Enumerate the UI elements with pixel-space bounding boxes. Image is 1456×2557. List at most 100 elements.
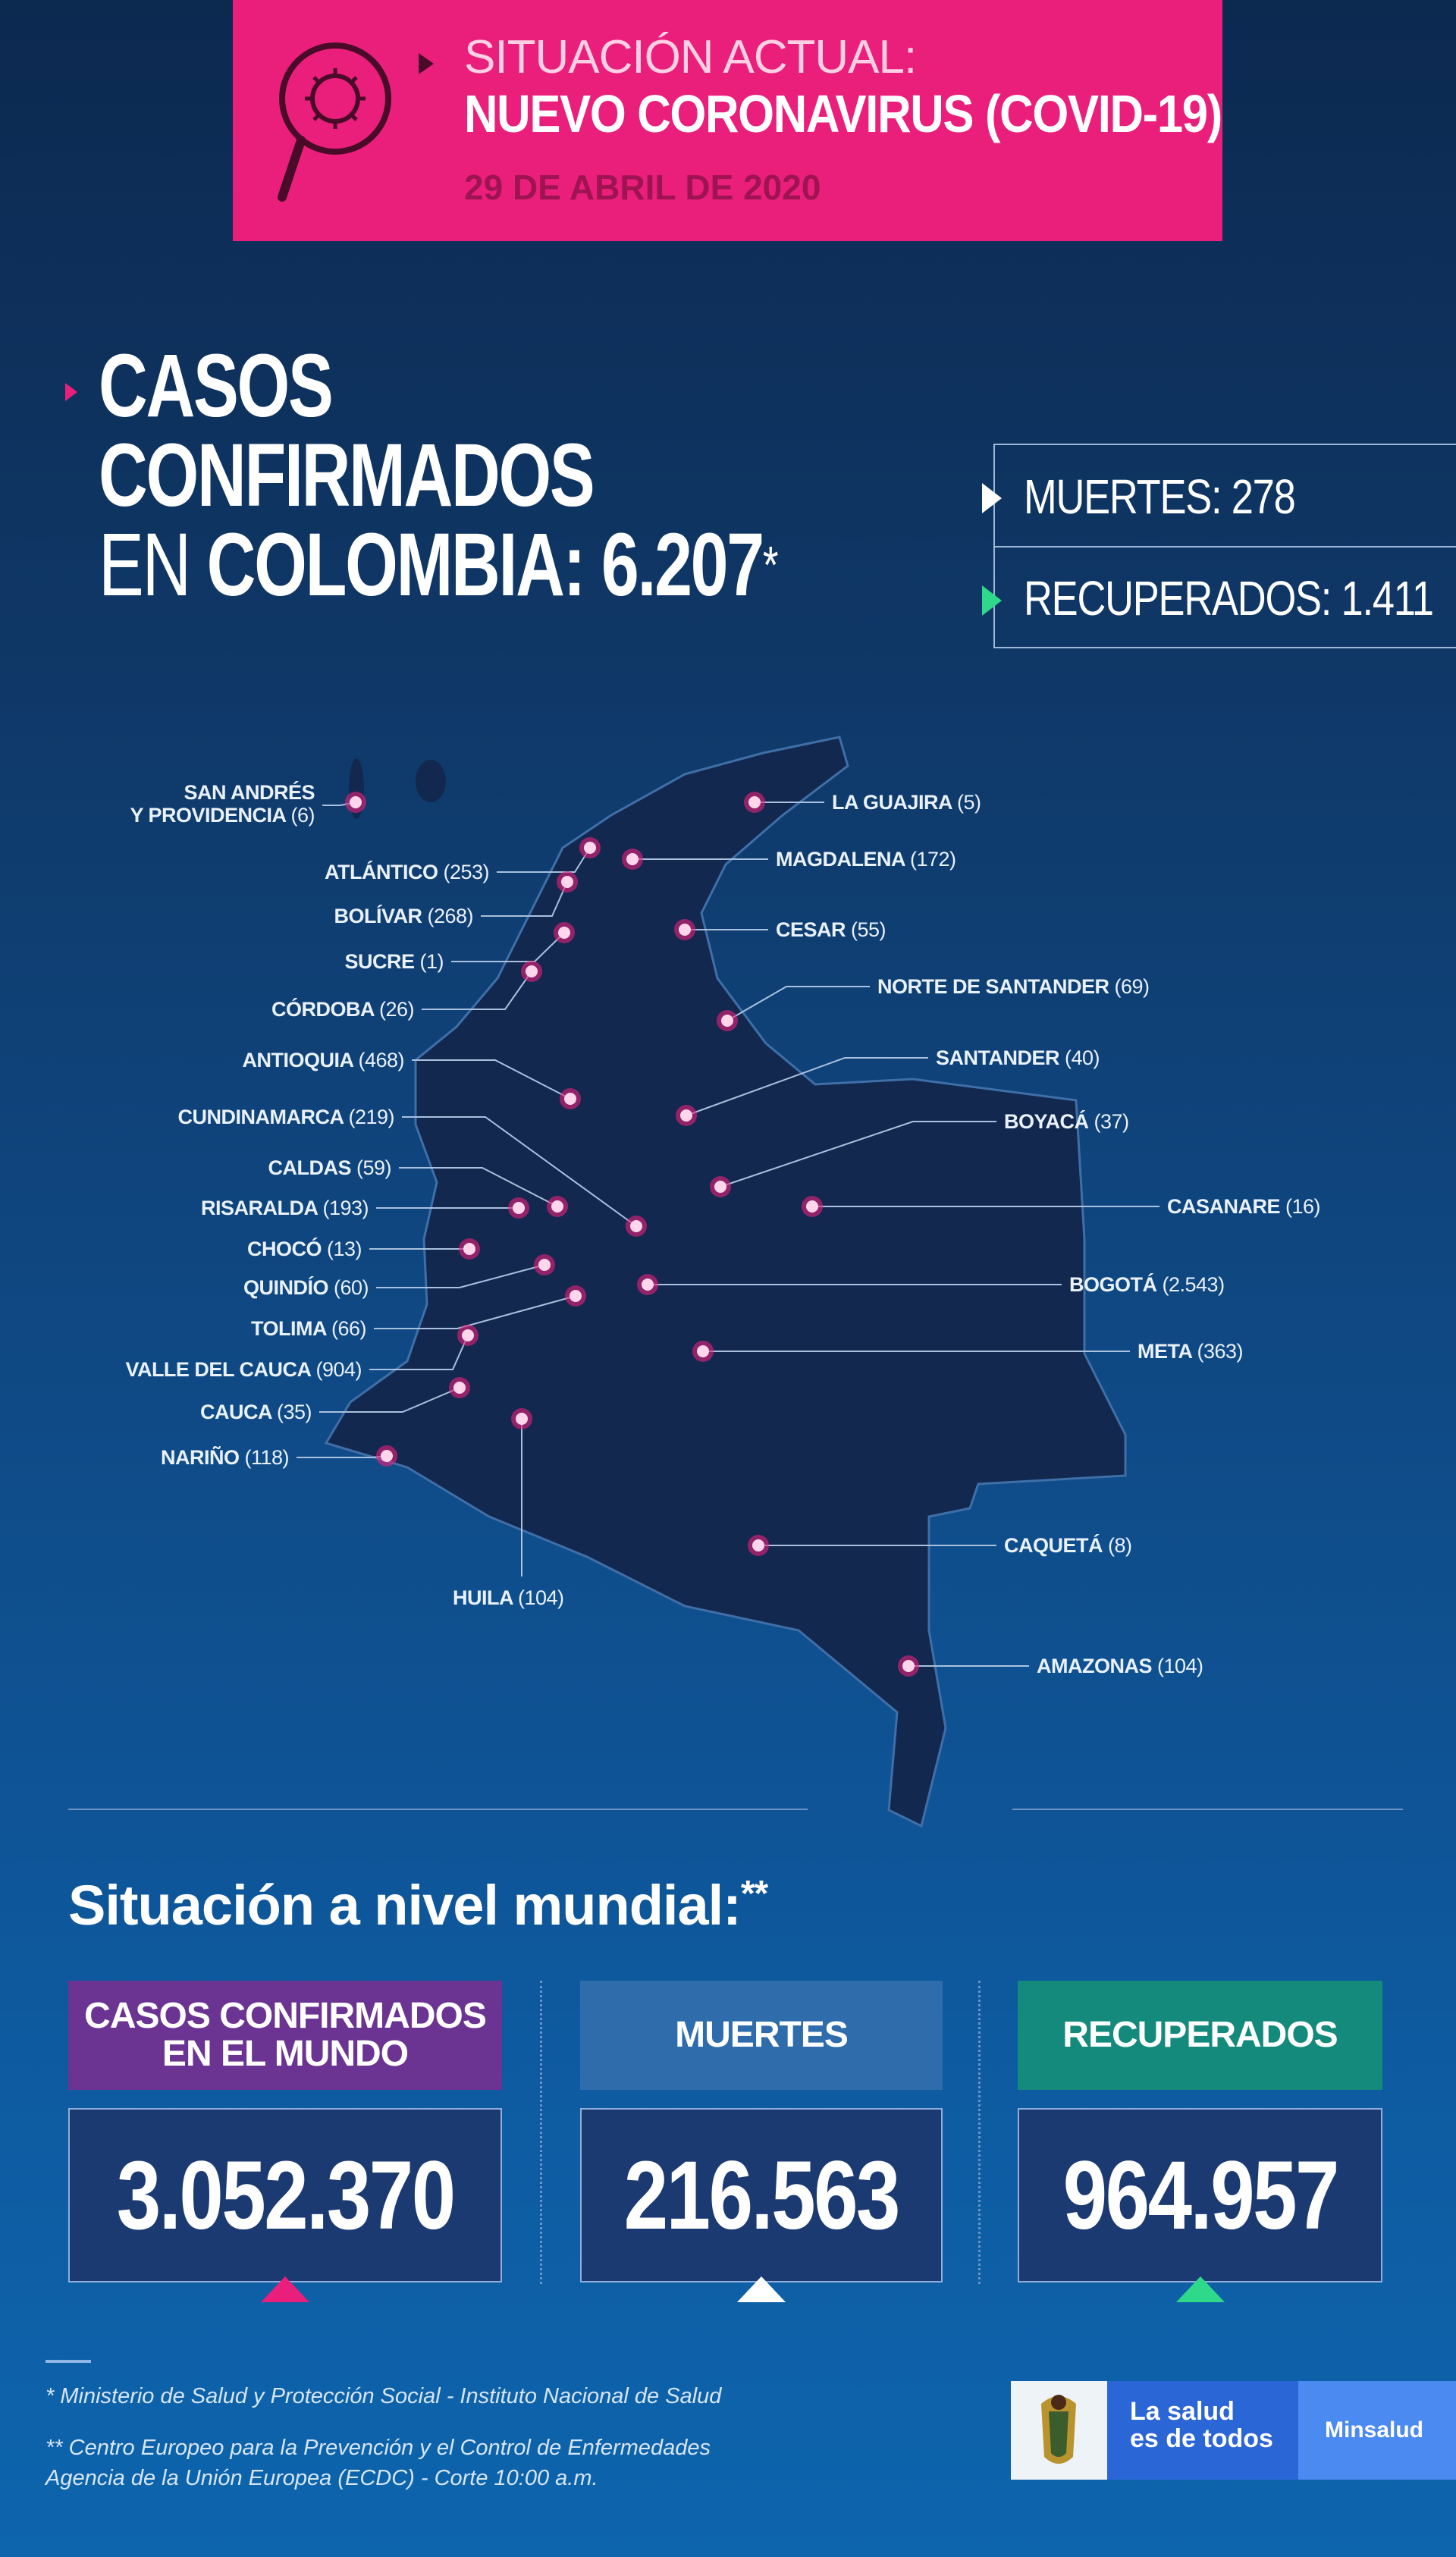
world-card-value: 216.563 bbox=[623, 2141, 901, 2250]
minsalud-logo: Minsalud bbox=[1298, 2381, 1456, 2480]
department-marker[interactable] bbox=[584, 842, 596, 854]
department-marker[interactable] bbox=[679, 924, 691, 936]
department-name: AMAZONAS bbox=[1037, 1655, 1153, 1677]
department-marker[interactable] bbox=[551, 1200, 563, 1213]
department-marker[interactable] bbox=[538, 1259, 551, 1271]
world-card-value-box: 964.957 bbox=[1018, 2108, 1382, 2282]
department-name: META bbox=[1138, 1340, 1192, 1363]
world-card-value: 964.957 bbox=[1062, 2141, 1339, 2250]
department-label: SUCRE (1) bbox=[344, 950, 444, 973]
department-name: CALDAS bbox=[268, 1156, 351, 1179]
leader-line bbox=[399, 1167, 558, 1207]
department-marker[interactable] bbox=[630, 1220, 642, 1232]
department-marker[interactable] bbox=[570, 1290, 582, 1302]
department-label: META (363) bbox=[1138, 1340, 1244, 1363]
footnote-source-2a: ** Centro Europeo para la Prevención y e… bbox=[46, 2436, 711, 2460]
trend-up-icon bbox=[737, 2276, 786, 2302]
department-marker[interactable] bbox=[680, 1109, 692, 1122]
deaths-stat: MUERTES: 278 bbox=[1024, 469, 1296, 524]
slogan-line2: es de todos bbox=[1130, 2424, 1273, 2453]
department-count: (60) bbox=[333, 1276, 369, 1299]
slogan-line1: La salud bbox=[1130, 2397, 1235, 2426]
department-marker[interactable] bbox=[453, 1382, 466, 1394]
card-label-line: EN EL MUNDO bbox=[162, 2034, 409, 2074]
title-prefix: EN bbox=[99, 515, 191, 615]
title-line1: CASOS bbox=[99, 336, 334, 436]
department-marker[interactable] bbox=[516, 1413, 528, 1425]
department-label: SAN ANDRÉS Y PROVIDENCIA (6) bbox=[130, 781, 315, 827]
department-name: CÓRDOBA bbox=[271, 998, 375, 1021]
department-marker[interactable] bbox=[721, 1015, 733, 1027]
department-name: CHOCÓ bbox=[246, 1238, 322, 1260]
trend-up-icon bbox=[261, 2276, 309, 2302]
department-count: (8) bbox=[1108, 1534, 1132, 1557]
department-marker[interactable] bbox=[526, 965, 538, 977]
department-label: TOLIMA (66) bbox=[251, 1317, 367, 1340]
department-marker[interactable] bbox=[513, 1202, 525, 1214]
department-count: (2.543) bbox=[1162, 1273, 1225, 1296]
department-name: ANTIOQUIA bbox=[242, 1049, 353, 1071]
department-marker[interactable] bbox=[558, 927, 570, 939]
island-shape bbox=[416, 760, 446, 802]
department-label: RISARALDA (193) bbox=[201, 1197, 369, 1219]
department-count: (69) bbox=[1114, 975, 1150, 998]
department-marker[interactable] bbox=[463, 1243, 475, 1255]
department-label: AMAZONAS (104) bbox=[1037, 1655, 1203, 1677]
header-date: 29 DE ABRIL DE 2020 bbox=[464, 168, 821, 207]
department-count: (59) bbox=[356, 1156, 392, 1179]
dotted-divider bbox=[540, 1981, 542, 2284]
department-count: (16) bbox=[1285, 1195, 1321, 1218]
department-marker[interactable] bbox=[748, 796, 761, 808]
department-name-line2: Y PROVIDENCIA bbox=[130, 804, 286, 827]
card-label-line: RECUPERADOS bbox=[1062, 2015, 1338, 2055]
pink-arrow-icon bbox=[65, 383, 77, 401]
leader-line bbox=[402, 1116, 637, 1227]
department-marker[interactable] bbox=[462, 1329, 474, 1341]
department-count: (363) bbox=[1197, 1340, 1244, 1363]
department-label: HUILA (104) bbox=[453, 1586, 564, 1609]
department-marker[interactable] bbox=[561, 876, 573, 888]
arrow-icon bbox=[419, 53, 434, 74]
magnifier-virus-icon bbox=[278, 42, 391, 202]
department-count: (253) bbox=[443, 861, 489, 883]
department-label: CUNDINAMARCA (219) bbox=[177, 1106, 394, 1128]
department-label: ANTIOQUIA (468) bbox=[242, 1049, 404, 1071]
department-marker[interactable] bbox=[902, 1660, 915, 1672]
department-marker[interactable] bbox=[752, 1539, 764, 1551]
colombia-map bbox=[297, 736, 1159, 1828]
department-label: CASANARE (16) bbox=[1167, 1195, 1321, 1218]
department-label: CÓRDOBA (26) bbox=[271, 998, 415, 1021]
department-marker[interactable] bbox=[806, 1200, 818, 1213]
card-label-line: CASOS CONFIRMADOS bbox=[84, 1996, 487, 2036]
department-label: BOLÍVAR (268) bbox=[334, 905, 473, 927]
stats-divider bbox=[993, 546, 1456, 547]
coat-of-arms-logo bbox=[1011, 2381, 1107, 2480]
department-count: (13) bbox=[326, 1238, 362, 1260]
department-marker[interactable] bbox=[642, 1278, 654, 1291]
department-marker[interactable] bbox=[626, 853, 639, 865]
department-marker[interactable] bbox=[714, 1181, 726, 1193]
department-count: (172) bbox=[910, 848, 956, 871]
department-marker[interactable] bbox=[697, 1345, 709, 1357]
title-line2: CONFIRMADOS bbox=[99, 425, 595, 526]
department-label: NORTE DE SANTANDER (69) bbox=[877, 975, 1150, 998]
department-count: (37) bbox=[1094, 1110, 1130, 1133]
department-count: (193) bbox=[322, 1197, 369, 1219]
leader-line bbox=[422, 971, 532, 1010]
department-name: CUNDINAMARCA bbox=[177, 1106, 344, 1128]
white-arrow-icon bbox=[982, 483, 1002, 513]
department-marker[interactable] bbox=[381, 1450, 393, 1462]
department-name: SANTANDER bbox=[936, 1046, 1060, 1069]
world-card-label: MUERTES bbox=[580, 1981, 943, 2090]
department-name: LA GUAJIRA bbox=[832, 791, 952, 814]
header-banner: SITUACIÓN ACTUAL: NUEVO CORONAVIRUS (COV… bbox=[233, 0, 1222, 241]
department-marker[interactable] bbox=[564, 1093, 576, 1105]
department-count: (104) bbox=[1157, 1655, 1203, 1677]
colombia-cases-title: CASOS CONFIRMADOS EN COLOMBIA: 6.207* bbox=[99, 336, 779, 610]
department-label: CHOCÓ (13) bbox=[247, 1238, 362, 1260]
department-marker[interactable] bbox=[350, 796, 362, 808]
trend-up-icon bbox=[1175, 2276, 1225, 2302]
department-name: SAN ANDRÉS bbox=[184, 781, 315, 804]
world-title: Situación a nivel mundial:** bbox=[68, 1873, 768, 1937]
department-label: BOYACÁ (37) bbox=[1004, 1110, 1129, 1133]
